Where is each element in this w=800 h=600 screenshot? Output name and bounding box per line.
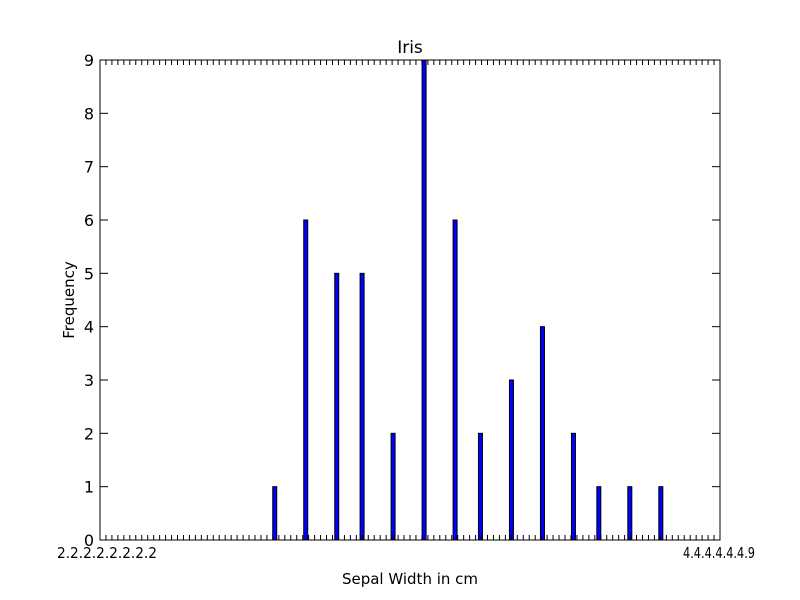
y-tick-label: 4: [84, 318, 94, 337]
histogram-bar: [627, 486, 633, 541]
y-tick-label: 2: [84, 424, 94, 443]
x-tick-label-left-cluster: 2.2.2.2.2.2.2.2: [57, 544, 157, 562]
histogram-bar: [390, 432, 396, 541]
plot-frame: [99, 59, 721, 541]
histogram-bar: [477, 432, 483, 541]
chart-title: Iris: [397, 38, 423, 58]
histogram-bar: [452, 219, 458, 541]
y-tick-label: 8: [84, 104, 94, 123]
histogram-bar: [570, 432, 576, 541]
x-tick-label-right-cluster: 4.4.4.4.4.4.9: [683, 544, 755, 562]
histogram-bar: [596, 486, 602, 541]
x-axis-label: Sepal Width in cm: [342, 570, 478, 588]
y-axis-label: Frequency: [60, 261, 78, 339]
histogram-bar: [303, 219, 309, 541]
y-tick-label: 3: [84, 371, 94, 390]
y-tick-label: 9: [84, 51, 94, 70]
histogram-bar: [272, 486, 278, 541]
y-tick-label: 6: [84, 211, 94, 230]
histogram-bar: [334, 272, 340, 541]
histogram-bar: [421, 59, 427, 541]
histogram-bar: [539, 326, 545, 541]
y-tick-label: 1: [84, 478, 94, 497]
histogram-bar: [508, 379, 514, 541]
histogram-bar: [658, 486, 664, 541]
y-tick-label: 0: [84, 531, 94, 550]
y-tick-label: 5: [84, 264, 94, 283]
histogram-bar: [359, 272, 365, 541]
y-tick-label: 7: [84, 158, 94, 177]
